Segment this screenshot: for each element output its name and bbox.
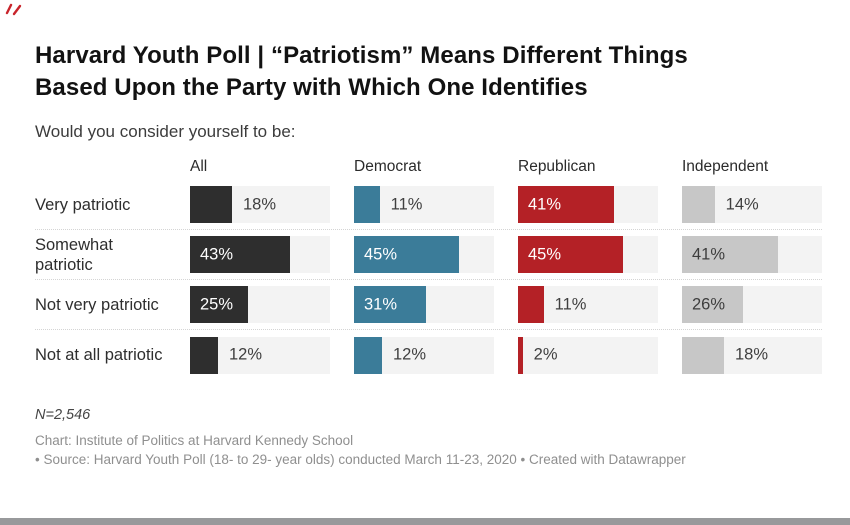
bar-value-label: 11%	[390, 195, 423, 213]
bar-fill	[682, 286, 743, 323]
row-label: Very patriotic	[35, 195, 131, 214]
table-row: Very patriotic 18% 11% 41% 14%	[35, 180, 822, 230]
chart-grid: All Democrat Republican Independent Very pat…	[35, 151, 822, 380]
row-label: Somewhat patriotic	[35, 235, 113, 274]
bar-track: 41%	[518, 186, 658, 223]
row-label: Not at all patriotic	[35, 346, 163, 364]
bar-fill	[682, 186, 715, 223]
bar-value-label: 45%	[528, 245, 562, 263]
bar-track: 14%	[682, 186, 822, 223]
bar-value-label: 45%	[364, 245, 398, 263]
bar-value-label: 25%	[200, 295, 234, 313]
bar-track: 43%	[190, 236, 330, 273]
bar-value-label: 12%	[229, 345, 263, 364]
bar-track: 41%	[682, 236, 822, 273]
column-header-republican: Republican	[518, 158, 596, 175]
bar-track: 45%	[518, 236, 658, 273]
chart-credit-line: Chart: Institute of Politics at Harvard …	[35, 433, 354, 448]
bar-fill	[354, 336, 382, 374]
bar-fill	[354, 186, 380, 223]
row-label: Not very patriotic	[35, 295, 159, 314]
bar-track: 31%	[354, 286, 494, 323]
chart-title-line1: Harvard Youth Poll | “Patriotism” Means …	[35, 42, 688, 69]
bar-value-label: 26%	[692, 295, 726, 313]
red-scribble-annotation	[5, 3, 22, 16]
chart-title: Harvard Youth Poll | “Patriotism” Means …	[35, 0, 822, 104]
chart-footer: N=2,546 Chart: Institute of Politics at …	[35, 407, 822, 469]
table-row: Somewhat patriotic 43% 45% 45% 41%	[35, 230, 822, 280]
bar-track: 26%	[682, 286, 822, 323]
bar-value-label: 2%	[533, 345, 558, 364]
chart-title-line2: Based Upon the Party with Which One Iden…	[35, 74, 588, 101]
bar-fill	[190, 186, 232, 223]
bar-value-label: 18%	[735, 345, 769, 364]
bar-fill	[682, 236, 778, 273]
bar-value-label: 12%	[393, 345, 427, 364]
bottom-bar	[0, 518, 850, 525]
bar-fill	[518, 236, 623, 273]
bar-value-label: 18%	[243, 195, 277, 213]
column-header-democrat: Democrat	[354, 158, 422, 175]
table-row: Not at all patriotic 12% 12% 2% 18%	[35, 330, 822, 380]
bar-track: 18%	[190, 186, 330, 223]
bar-fill	[354, 236, 459, 273]
bar-fill	[682, 336, 724, 374]
bar-track: 18%	[682, 336, 822, 374]
bar-value-label: 11%	[554, 295, 587, 313]
bar-value-label: 14%	[725, 195, 759, 213]
bar-track: 12%	[190, 336, 330, 374]
bar-track: 11%	[518, 286, 658, 323]
bar-track: 11%	[354, 186, 494, 223]
bar-fill	[354, 286, 427, 323]
chart-subtitle: Would you consider yourself to be:	[35, 122, 296, 141]
bar-track: 25%	[190, 286, 330, 323]
bar-fill	[190, 236, 291, 273]
bar-fill	[190, 286, 249, 323]
column-header-row: All Democrat Republican Independent	[35, 151, 822, 180]
bar-value-label: 43%	[200, 245, 234, 263]
bar-fill	[518, 286, 544, 323]
bar-value-label: 41%	[528, 195, 562, 213]
source-line: • Source: Harvard Youth Poll (18- to 29-…	[35, 451, 686, 467]
bar-fill	[518, 336, 523, 374]
sample-size-note: N=2,546	[35, 407, 91, 423]
footer-credits: Chart: Institute of Politics at Harvard …	[35, 432, 822, 469]
bar-track: 12%	[354, 336, 494, 374]
bar-value-label: 31%	[364, 295, 398, 313]
table-row: Not very patriotic 25% 31% 11% 26%	[35, 280, 822, 330]
column-header-independent: Independent	[682, 158, 769, 175]
bar-value-label: 41%	[692, 245, 726, 263]
bar-fill	[518, 186, 614, 223]
column-header-all: All	[190, 158, 208, 175]
bar-fill	[190, 336, 218, 374]
bar-track: 2%	[518, 336, 658, 374]
bar-track: 45%	[354, 236, 494, 273]
